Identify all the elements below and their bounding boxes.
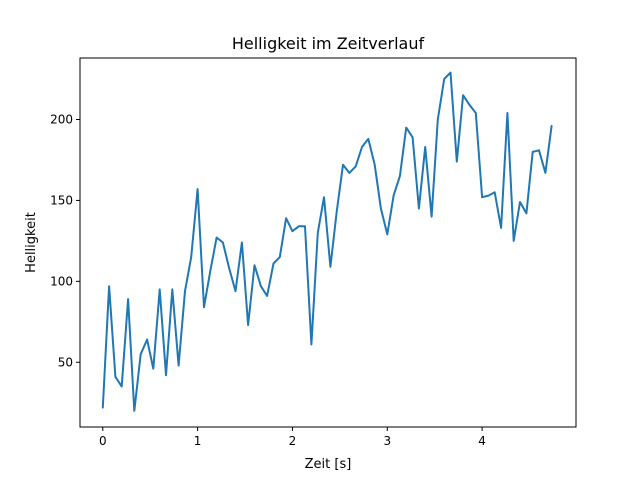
y-tick-label: 200 [50,113,73,127]
x-tick-label: 2 [289,434,297,448]
axis-ticks: 0 1 2 3 4 50 100 150 200 [50,113,486,449]
plot-frame [79,57,577,428]
x-tick-label: 0 [99,434,107,448]
series-line [101,71,553,412]
y-tick-label: 50 [58,355,73,369]
x-axis-label: Zeit [s] [305,457,352,472]
y-tick-label: 100 [50,274,73,288]
y-tick-label: 150 [50,193,73,207]
x-tick-label: 4 [478,434,486,448]
chart-title: Helligkeit im Zeitverlauf [232,34,425,53]
series-layer [101,71,553,412]
y-axis-label: Helligkeit [24,212,39,273]
x-tick-label: 3 [383,434,391,448]
x-tick-label: 1 [194,434,202,448]
